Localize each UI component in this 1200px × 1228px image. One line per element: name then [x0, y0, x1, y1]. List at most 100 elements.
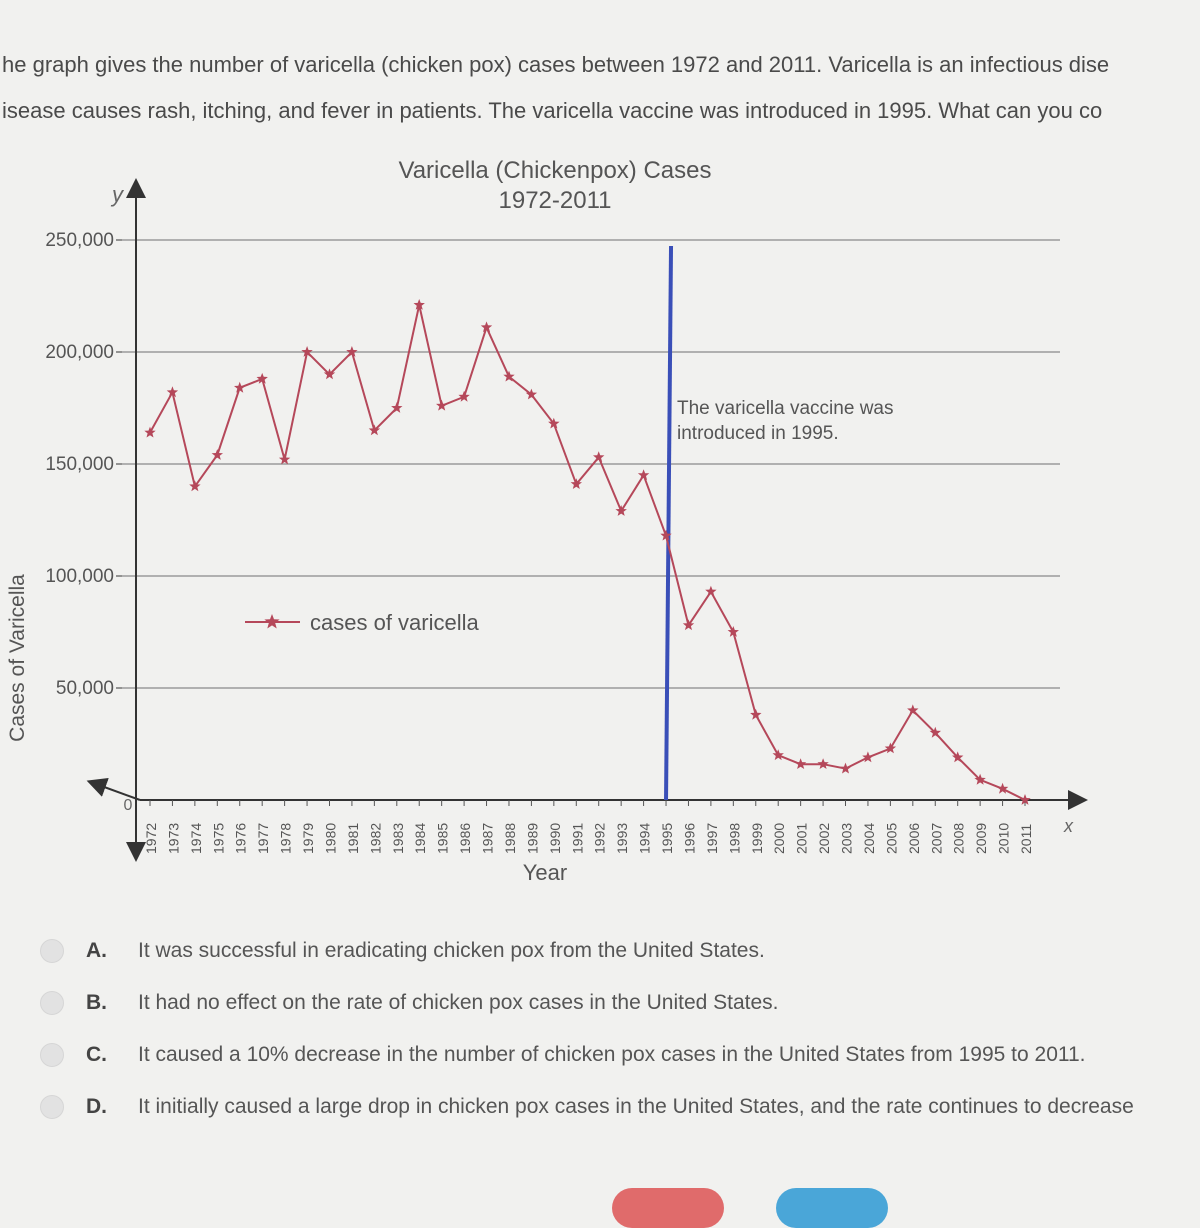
data-point-star	[525, 388, 538, 400]
series-line-cases-of-varicella	[149, 304, 1026, 801]
chart-title: Varicella (Chickenpox) Cases	[398, 157, 711, 184]
origin-label: 0	[124, 797, 133, 814]
data-point-star	[929, 726, 941, 738]
x-tick-label: 1992	[592, 823, 608, 854]
answer-option-b[interactable]: B. It had no effect on the rate of chick…	[40, 977, 1200, 1029]
answer-option-d[interactable]: D. It initially caused a large drop in c…	[40, 1081, 1200, 1133]
option-text: It initially caused a large drop in chic…	[138, 1095, 1134, 1118]
x-tick-label: 1979	[300, 823, 316, 854]
data-point-star	[750, 708, 762, 720]
data-point-star	[772, 749, 784, 761]
data-point-star	[660, 529, 672, 541]
x-tick-label: 1975	[210, 823, 226, 854]
legend-star-marker	[264, 614, 280, 629]
option-text: It caused a 10% decrease in the number o…	[138, 1043, 1086, 1066]
x-axis-title: Year	[523, 860, 567, 885]
option-letter: B.	[86, 991, 107, 1014]
x-axis-letter: x	[1063, 816, 1074, 836]
data-point-star	[301, 346, 313, 357]
question-line-2: isease causes rash, itching, and fever i…	[2, 98, 1103, 123]
action-button-red[interactable]	[612, 1188, 724, 1228]
radio-button-a[interactable]	[40, 939, 64, 963]
data-point-star	[884, 742, 897, 754]
data-point-star	[189, 480, 201, 492]
x-tick-label: 1995	[659, 823, 675, 854]
x-tick-label: 1984	[412, 823, 428, 854]
y-tick-label: 200,000	[45, 342, 114, 363]
x-tick-label: 1972	[143, 823, 159, 854]
x-tick-label: 2007	[928, 823, 944, 854]
x-tick-label: 1985	[435, 823, 451, 854]
x-tick-label: 1982	[367, 823, 383, 854]
x-tick-label: 2003	[839, 823, 855, 854]
data-point-star	[211, 449, 223, 460]
x-tick-label: 1998	[726, 823, 742, 854]
x-tick-label: 2002	[816, 823, 832, 854]
vaccine-introduction-line	[664, 245, 674, 801]
data-point-star	[952, 751, 964, 763]
data-point-star	[794, 758, 807, 769]
data-point-star	[862, 751, 874, 763]
x-tick-label: 1987	[480, 823, 496, 854]
x-tick-label: 1976	[233, 823, 249, 854]
option-text: It had no effect on the rate of chicken …	[138, 991, 779, 1014]
data-point-star	[368, 424, 381, 436]
data-point-star	[234, 381, 246, 393]
data-point-star	[637, 469, 650, 481]
x-tick-label: 1974	[188, 823, 204, 854]
x-tick-label: 1977	[255, 823, 271, 854]
data-point-star	[256, 372, 268, 384]
data-point-star	[166, 386, 179, 398]
x-tick-label: 2000	[771, 823, 787, 854]
data-point-star	[1019, 794, 1031, 805]
x-tick-label: 1988	[502, 823, 518, 854]
x-tick-label: 1996	[681, 823, 697, 854]
data-point-star	[346, 346, 358, 357]
data-point-star	[413, 299, 425, 310]
x-tick-label: 2001	[794, 823, 810, 854]
y-tick-label: 250,000	[45, 230, 114, 251]
x-tick-label: 2005	[883, 823, 899, 854]
radio-button-b[interactable]	[40, 991, 64, 1015]
data-point-star	[144, 426, 156, 438]
data-point-star	[974, 773, 986, 785]
y-tick-label: 150,000	[45, 454, 114, 475]
x-tick-label: 1989	[524, 823, 540, 854]
answer-option-c[interactable]: C. It caused a 10% decrease in the numbe…	[40, 1029, 1200, 1081]
x-axis-left-arrow	[86, 778, 141, 801]
data-point-star	[593, 451, 605, 463]
y-axis-letter: y	[110, 182, 125, 207]
x-tick-label: 2008	[951, 823, 967, 854]
x-tick-label: 1981	[345, 823, 361, 854]
x-tick-label: 2009	[973, 823, 989, 854]
data-point-star	[570, 478, 582, 489]
option-letter: D.	[86, 1095, 107, 1118]
data-point-star	[458, 390, 470, 402]
varicella-line-chart: Varicella (Chickenpox) Cases 1972-2011 C…	[6, 157, 1088, 885]
x-tick-label: 1986	[457, 823, 473, 854]
answer-option-a[interactable]: A. It was successful in eradicating chic…	[40, 925, 1200, 977]
option-letter: C.	[86, 1043, 107, 1066]
x-tick-label: 2004	[861, 823, 877, 854]
data-point-star	[480, 321, 493, 333]
radio-button-d[interactable]	[40, 1095, 64, 1119]
data-point-star	[391, 402, 403, 413]
answer-options: A. It was successful in eradicating chic…	[40, 925, 1200, 1133]
option-letter: A.	[86, 939, 107, 962]
data-point-star	[907, 704, 919, 716]
data-point-star	[278, 453, 291, 465]
radio-button-c[interactable]	[40, 1043, 64, 1067]
chart-subtitle: 1972-2011	[499, 187, 612, 214]
x-tick-label: 1997	[704, 823, 720, 854]
data-point-star	[615, 505, 627, 516]
y-tick-label: 50,000	[56, 678, 114, 699]
x-tick-label: 1983	[390, 823, 406, 854]
data-point-star	[817, 758, 829, 769]
x-tick-label: 2011	[1018, 824, 1034, 854]
vaccine-annotation-line-2: introduced in 1995.	[677, 423, 839, 444]
x-tick-label: 1993	[614, 823, 630, 854]
x-tick-label: 1999	[749, 823, 765, 854]
action-button-blue[interactable]	[776, 1188, 888, 1228]
x-tick-label: 1973	[165, 823, 181, 854]
y-tick-label: 100,000	[45, 566, 114, 587]
